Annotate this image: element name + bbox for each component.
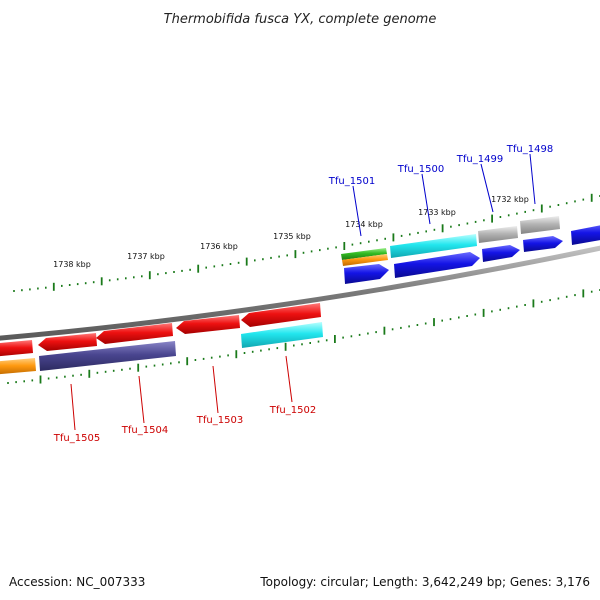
gene-label-tfu1504[interactable]: Tfu_1504 [121, 425, 168, 436]
gene-gray-tfu1498[interactable] [520, 216, 560, 234]
gene-blue-e[interactable] [571, 223, 600, 245]
gene-label-tfu1498[interactable]: Tfu_1498 [506, 144, 553, 155]
forward-strand-genes [341, 216, 600, 284]
gene-blue-c[interactable] [482, 245, 520, 262]
gene-blue-d[interactable] [523, 236, 563, 252]
gene-cyan-tfu1502[interactable] [241, 322, 323, 348]
gene-red-tfu1502[interactable] [241, 303, 321, 327]
genome-backbone [0, 245, 600, 341]
scale-ticks-outer [13, 193, 600, 292]
gene-label-tfu1500[interactable]: Tfu_1500 [397, 164, 444, 175]
scale-label-1734: 1734 kbp [345, 220, 383, 229]
scale-label-1735: 1735 kbp [273, 232, 311, 241]
gene-label-tfu1499[interactable]: Tfu_1499 [456, 154, 503, 165]
scale-labels: 1738 kbp 1737 kbp 1736 kbp 1735 kbp 1734… [53, 195, 529, 269]
gene-label-tfu1505[interactable]: Tfu_1505 [53, 433, 100, 444]
gene-red-tfu1504[interactable] [96, 323, 173, 344]
gene-green-feature[interactable] [341, 248, 387, 260]
map-title: Thermobifida fusca YX, complete genome [164, 12, 437, 27]
gene-blue-tfu1501[interactable] [344, 264, 389, 284]
topology-summary: Topology: circular; Length: 3,642,249 bp… [259, 575, 590, 589]
scale-label-1732: 1732 kbp [491, 195, 529, 204]
gene-gray-tfu1499[interactable] [478, 226, 518, 243]
gene-label-tfu1501[interactable]: Tfu_1501 [328, 176, 375, 187]
gene-red-edge[interactable] [0, 340, 33, 357]
gene-cyan-tfu1500[interactable] [390, 234, 477, 258]
scale-label-1738: 1738 kbp [53, 260, 91, 269]
accession-text: Accession: NC_007333 [9, 575, 145, 589]
scale-label-1733: 1733 kbp [418, 208, 456, 217]
label-leaders [70, 153, 536, 431]
gene-purple-tfu1504[interactable] [39, 341, 176, 371]
gene-label-tfu1502[interactable]: Tfu_1502 [269, 405, 316, 416]
gene-orange-feature[interactable] [342, 254, 388, 266]
gene-labels: Tfu_1501 Tfu_1500 Tfu_1499 Tfu_1498 Tfu_… [53, 144, 553, 444]
scale-label-1737: 1737 kbp [127, 252, 165, 261]
gene-orange-edge[interactable] [0, 358, 36, 375]
gene-blue-b[interactable] [394, 252, 480, 278]
scale-ticks-inner [7, 289, 600, 384]
scale-label-1736: 1736 kbp [200, 242, 238, 251]
gene-red-tfu1505[interactable] [38, 333, 97, 351]
gene-red-tfu1503[interactable] [176, 315, 240, 334]
gene-label-tfu1503[interactable]: Tfu_1503 [196, 415, 243, 426]
reverse-strand-genes [0, 303, 323, 375]
